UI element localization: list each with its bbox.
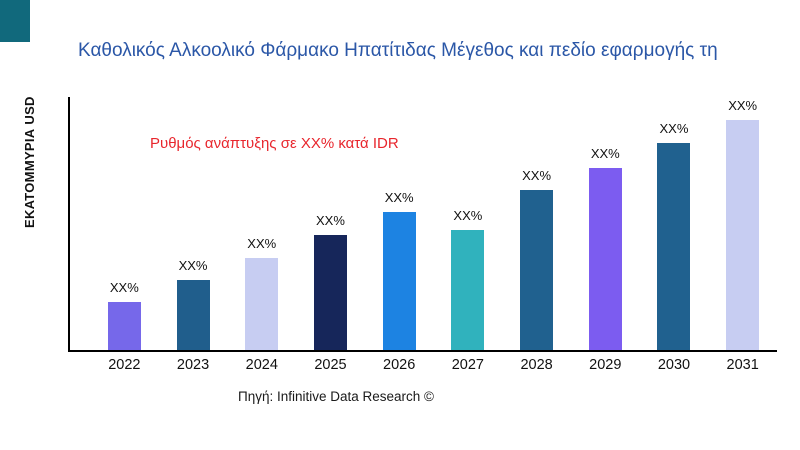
bar-value-label: XX% [247, 236, 277, 251]
x-tick-2026: 2026 [383, 357, 416, 373]
bar-value-label: XX% [522, 168, 552, 183]
y-axis-label: ΕΚΑΤΟΜΜΥΡΙΑ USD [22, 96, 37, 229]
bar-2023 [176, 280, 210, 350]
corner-accent-block [0, 0, 30, 42]
growth-rate-annotation: Ρυθμός ανάπτυξης σε XX% κατά IDR [150, 135, 399, 152]
bar-value-label: XX% [384, 190, 414, 205]
bar-slot: XX% [90, 280, 159, 350]
bar-value-label: XX% [659, 121, 689, 136]
bar-slot: XX% [365, 190, 434, 350]
x-tick-2025: 2025 [314, 357, 347, 373]
x-tick-2022: 2022 [108, 357, 141, 373]
bar-2028 [520, 190, 554, 350]
bar-slot: XX% [640, 121, 709, 350]
x-tick-2024: 2024 [245, 357, 278, 373]
bar-slot: XX% [708, 98, 777, 350]
bar-slot: XX% [227, 236, 296, 350]
x-tick-2023: 2023 [176, 357, 210, 373]
bar-2030 [657, 143, 691, 350]
bar-slot: XX% [296, 213, 365, 350]
x-tick-2028: 2028 [520, 357, 553, 373]
bar-2024 [245, 258, 279, 350]
chart-title: Καθολικός Αλκοολικό Φάρμακο Ηπατίτιδας Μ… [78, 40, 718, 61]
bar-2027 [451, 230, 485, 350]
bar-value-label: XX% [109, 280, 139, 295]
bar-2029 [588, 168, 622, 350]
x-tick-2030: 2030 [657, 357, 691, 373]
plot-area: Ρυθμός ανάπτυξης σε XX% κατά IDR XX% XX% X… [68, 97, 777, 373]
x-tick-2027: 2027 [451, 357, 484, 373]
bar-slot: XX% [571, 146, 640, 350]
bar-2031 [726, 120, 760, 350]
bar-slot: XX% [159, 258, 228, 350]
bar-slot: XX% [502, 168, 571, 350]
bar-value-label: XX% [453, 208, 483, 223]
x-ticks-row: 2022 2023 2024 2025 2026 2027 2028 2029 2030 2031 [70, 357, 777, 373]
bar-value-label: XX% [728, 98, 758, 113]
bar-2025 [313, 235, 347, 350]
bar-slot: XX% [434, 208, 503, 350]
bar-2022 [107, 302, 141, 350]
source-credit: Πηγή: Infinitive Data Research © [237, 389, 435, 404]
x-tick-2029: 2029 [589, 357, 622, 373]
bar-value-label: XX% [178, 258, 208, 273]
x-tick-2031: 2031 [726, 357, 759, 373]
bar-2026 [382, 212, 416, 350]
bar-value-label: XX% [316, 213, 345, 228]
bars-row: XX% XX% XX% XX% XX% XX% XX% XX% XX% XX% [70, 97, 777, 350]
bar-value-label: XX% [590, 146, 620, 161]
